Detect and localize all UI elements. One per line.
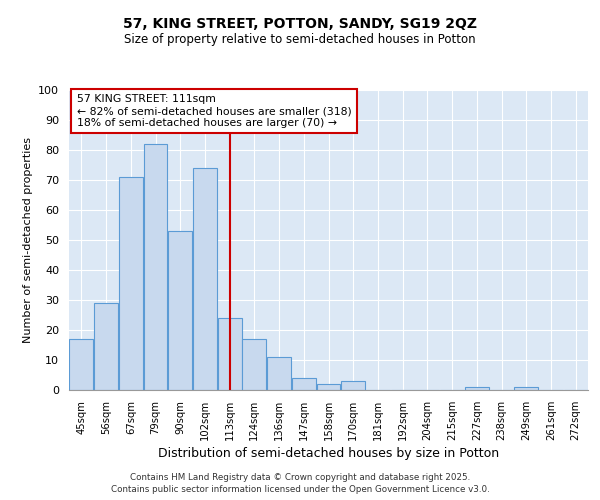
Bar bbox=[143, 144, 167, 390]
Text: Size of property relative to semi-detached houses in Potton: Size of property relative to semi-detach… bbox=[124, 32, 476, 46]
Text: 57, KING STREET, POTTON, SANDY, SG19 2QZ: 57, KING STREET, POTTON, SANDY, SG19 2QZ bbox=[123, 18, 477, 32]
Bar bbox=[341, 381, 365, 390]
Bar bbox=[317, 384, 340, 390]
Bar bbox=[193, 168, 217, 390]
Text: Contains public sector information licensed under the Open Government Licence v3: Contains public sector information licen… bbox=[110, 485, 490, 494]
Text: 57 KING STREET: 111sqm
← 82% of semi-detached houses are smaller (318)
18% of se: 57 KING STREET: 111sqm ← 82% of semi-det… bbox=[77, 94, 352, 128]
Bar bbox=[465, 387, 489, 390]
Bar bbox=[70, 339, 94, 390]
Y-axis label: Number of semi-detached properties: Number of semi-detached properties bbox=[23, 137, 33, 343]
X-axis label: Distribution of semi-detached houses by size in Potton: Distribution of semi-detached houses by … bbox=[158, 447, 499, 460]
Text: Contains HM Land Registry data © Crown copyright and database right 2025.: Contains HM Land Registry data © Crown c… bbox=[130, 472, 470, 482]
Bar bbox=[267, 357, 291, 390]
Bar bbox=[119, 177, 143, 390]
Bar bbox=[242, 339, 266, 390]
Bar bbox=[168, 231, 192, 390]
Bar bbox=[218, 318, 242, 390]
Bar bbox=[514, 387, 538, 390]
Bar bbox=[292, 378, 316, 390]
Bar bbox=[94, 303, 118, 390]
